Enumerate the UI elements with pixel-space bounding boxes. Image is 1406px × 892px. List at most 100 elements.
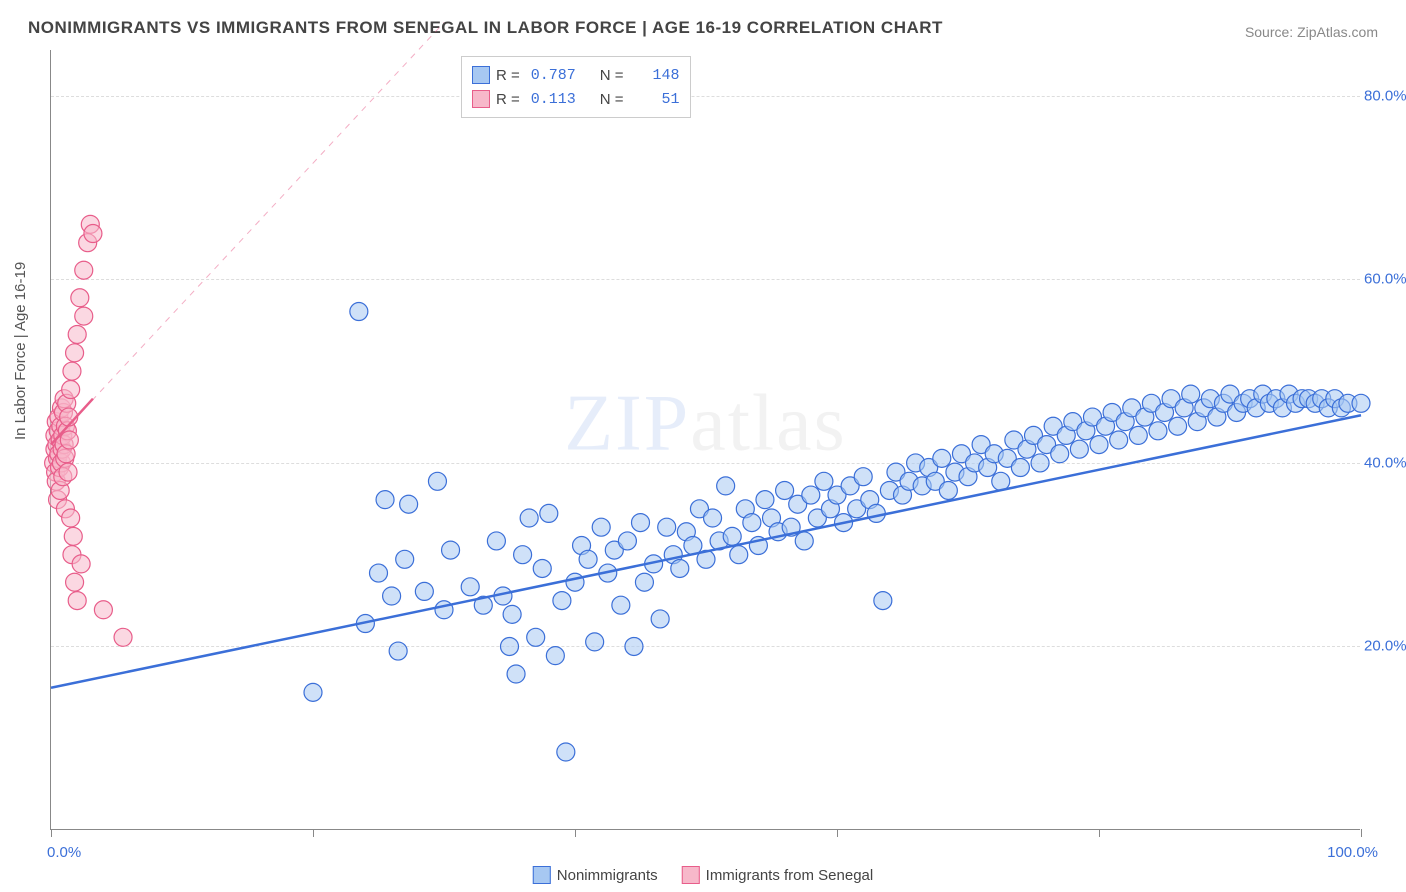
data-point [514,546,532,564]
data-point [815,472,833,490]
data-point [557,743,575,761]
data-point [854,468,872,486]
legend-item: Nonimmigrants [533,866,658,884]
data-point [717,477,735,495]
data-point [1352,394,1370,412]
legend-n-key: N = [600,67,624,84]
legend-swatch [472,90,490,108]
data-point [939,481,957,499]
legend-item: Immigrants from Senegal [682,866,874,884]
legend-bottom: Nonimmigrants Immigrants from Senegal [533,866,873,884]
data-point [546,647,564,665]
data-point [704,509,722,527]
data-point [651,610,669,628]
data-point [94,601,112,619]
data-point [933,449,951,467]
data-point [84,225,102,243]
data-point [501,637,519,655]
y-axis-label: In Labor Force | Age 16-19 [12,262,29,440]
legend-n-key: N = [600,91,624,108]
data-point [658,518,676,536]
data-point [461,578,479,596]
legend-r-key: R = [496,91,520,108]
data-point [635,573,653,591]
ytick-label: 20.0% [1364,638,1406,655]
legend-stat-row: R =0.787N =148 [472,63,680,87]
legend-swatch [472,66,490,84]
data-point [776,481,794,499]
ytick-label: 80.0% [1364,87,1406,104]
xaxis-min-label: 0.0% [47,844,81,861]
data-point [1070,440,1088,458]
data-point [723,527,741,545]
data-point [520,509,538,527]
trend-extension [51,22,444,444]
data-point [63,362,81,380]
data-point [400,495,418,513]
data-point [376,491,394,509]
xaxis-max-label: 100.0% [1327,844,1378,861]
data-point [802,486,820,504]
data-point [1090,436,1108,454]
data-point [75,261,93,279]
data-point [1129,426,1147,444]
chart-svg [51,50,1360,829]
data-point [1011,459,1029,477]
data-point [632,514,650,532]
plot-area: ZIPatlas R =0.787N =148R =0.113N =51 0.0… [50,50,1360,830]
data-point [370,564,388,582]
legend-r-key: R = [496,67,520,84]
data-point [503,605,521,623]
data-point [68,325,86,343]
legend-n-value: 148 [630,67,680,84]
data-point [743,514,761,532]
legend-stats-box: R =0.787N =148R =0.113N =51 [461,56,691,118]
data-point [59,463,77,481]
data-point [867,504,885,522]
data-point [383,587,401,605]
data-point [1110,431,1128,449]
data-point [1169,417,1187,435]
data-point [1051,445,1069,463]
xtick [1361,829,1362,837]
data-point [671,559,689,577]
trend-line [51,415,1361,688]
data-point [71,289,89,307]
legend-label: Immigrants from Senegal [706,867,874,884]
legend-n-value: 51 [630,91,680,108]
data-point [586,633,604,651]
data-point [64,527,82,545]
xtick [51,829,52,837]
data-point [730,546,748,564]
data-point [874,592,892,610]
data-point [66,573,84,591]
xtick [313,829,314,837]
data-point [396,550,414,568]
legend-r-value: 0.113 [526,91,576,108]
legend-label: Nonimmigrants [557,867,658,884]
xtick [837,829,838,837]
data-point [428,472,446,490]
data-point [507,665,525,683]
data-point [1182,385,1200,403]
legend-swatch [533,866,551,884]
data-point [62,381,80,399]
data-point [566,573,584,591]
legend-stat-row: R = 0.113 N = 51 [472,87,680,111]
data-point [579,550,597,568]
data-point [795,532,813,550]
data-point [612,596,630,614]
data-point [533,559,551,577]
data-point [540,504,558,522]
data-point [487,532,505,550]
data-point [415,582,433,600]
data-point [618,532,636,550]
ytick-label: 40.0% [1364,454,1406,471]
data-point [304,683,322,701]
data-point [75,307,93,325]
ytick-label: 60.0% [1364,271,1406,288]
legend-swatch [682,866,700,884]
data-point [1149,422,1167,440]
data-point [1031,454,1049,472]
data-point [553,592,571,610]
